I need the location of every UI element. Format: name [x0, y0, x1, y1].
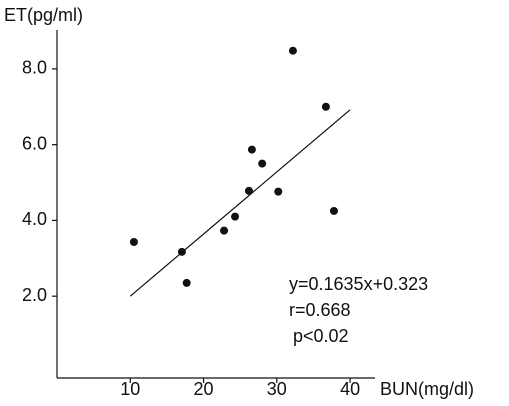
y-tick-label: 6.0	[22, 133, 47, 153]
annotation: p<0.02	[293, 326, 349, 346]
y-tick-label: 4.0	[22, 209, 47, 229]
point	[329, 206, 338, 215]
x-tick-label: 40	[340, 379, 360, 399]
point	[274, 187, 283, 196]
point	[288, 46, 297, 55]
point	[182, 278, 191, 287]
x-axis-title: BUN(mg/dl)	[380, 379, 474, 399]
x-tick-label: 30	[267, 379, 287, 399]
point	[129, 238, 138, 247]
point	[220, 226, 229, 235]
regression-line	[129, 109, 351, 297]
y-tick-label: 8.0	[22, 58, 47, 78]
y-axis-title: ET(pg/ml)	[4, 5, 83, 25]
annotation: r=0.668	[289, 300, 351, 320]
point	[244, 186, 253, 195]
x-tick-label: 20	[194, 379, 214, 399]
point	[231, 212, 240, 221]
x-tick-label: 10	[120, 379, 140, 399]
y-tick-label: 2.0	[22, 285, 47, 305]
annotation: y=0.1635x+0.323	[289, 274, 428, 294]
point	[258, 159, 267, 168]
point	[321, 102, 330, 111]
point	[247, 145, 256, 154]
point	[177, 247, 186, 256]
